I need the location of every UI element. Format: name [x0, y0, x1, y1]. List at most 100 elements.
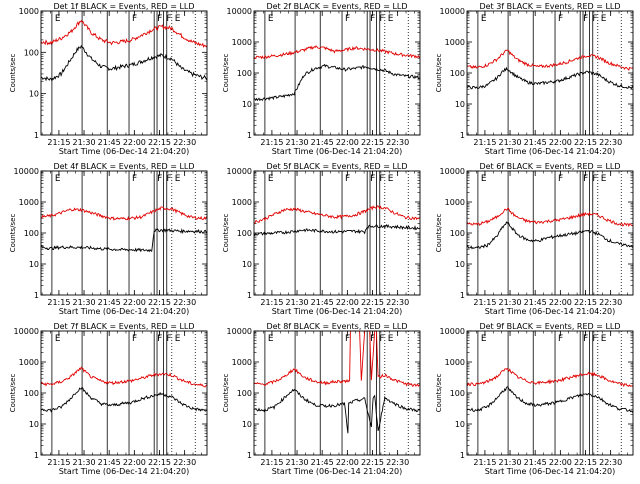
- x-tick-label: 22:30: [173, 298, 196, 307]
- x-axis-label: Start Time (06-Dec-14 21:04:20): [272, 147, 403, 156]
- panel-det5: Det 5f BLACK = Events, RED = LLD Counts/s…: [222, 162, 421, 316]
- series-line-lld: [40, 206, 208, 221]
- x-tick-label: 22:30: [599, 138, 622, 147]
- x-tick-label: 21:30: [73, 458, 96, 467]
- x-tick-label: 22:00: [549, 138, 572, 147]
- x-tick-label: 22:30: [173, 458, 196, 467]
- series-line-lld: [253, 205, 421, 225]
- x-tick-label: 22:15: [148, 458, 171, 467]
- y-tick-label: 10000: [227, 167, 252, 176]
- y-tick-label: 10000: [14, 327, 39, 336]
- x-tick-label: 22:00: [123, 458, 146, 467]
- panel-title: Det 7f BLACK = Events, RED = LLD: [53, 322, 194, 331]
- series-line-lld: [40, 366, 208, 388]
- marker-letter: F: [132, 14, 137, 24]
- series-line-events: [253, 63, 421, 102]
- x-tick-label: 21:30: [73, 138, 96, 147]
- y-tick-label: 10000: [440, 7, 465, 16]
- marker-letter: F: [166, 174, 171, 184]
- plot-frame: [466, 10, 634, 136]
- y-tick-label: 1000: [232, 38, 252, 47]
- plot-frame: [253, 330, 421, 456]
- panel-det3: Det 3f BLACK = Events, RED = LLD Counts/s…: [435, 2, 634, 156]
- panel-det2: Det 2f BLACK = Events, RED = LLD Counts/s…: [222, 2, 421, 156]
- panel-title: Det 4f BLACK = Events, RED = LLD: [53, 162, 194, 171]
- y-axis-label: Counts/sec: [222, 374, 230, 413]
- marker-letter: E: [388, 334, 394, 344]
- marker-letter: F: [166, 334, 171, 344]
- marker-letter: F: [370, 174, 375, 184]
- y-tick-label: 10000: [14, 167, 39, 176]
- y-tick-label: 10: [242, 420, 252, 429]
- series-line-events: [40, 44, 208, 83]
- x-axis-label: Start Time (06-Dec-14 21:04:20): [485, 307, 616, 316]
- x-axis-label: Start Time (06-Dec-14 21:04:20): [59, 467, 190, 476]
- panel-det4: Det 4f BLACK = Events, RED = LLD Counts/s…: [9, 162, 208, 316]
- panel-det7: Det 7f BLACK = Events, RED = LLD Counts/s…: [9, 322, 208, 476]
- marker-letter: F: [157, 14, 162, 24]
- series-line-lld: [466, 207, 634, 228]
- panel-det9: Det 9f BLACK = Events, RED = LLD Counts/s…: [435, 322, 634, 476]
- y-tick-label: 100: [450, 389, 465, 398]
- y-tick-label: 1: [34, 291, 39, 300]
- y-tick-label: 100: [24, 229, 39, 238]
- marker-letter: F: [166, 14, 171, 24]
- x-tick-label: 22:00: [336, 138, 359, 147]
- y-tick-label: 100: [237, 229, 252, 238]
- x-tick-label: 21:45: [98, 138, 121, 147]
- plot-frame: [40, 330, 208, 456]
- x-tick-label: 21:30: [499, 458, 522, 467]
- x-tick-label: 21:15: [473, 298, 496, 307]
- y-tick-label: 10000: [440, 167, 465, 176]
- plot-frame: [253, 170, 421, 296]
- x-tick-label: 21:45: [311, 138, 334, 147]
- y-tick-label: 1000: [445, 358, 465, 367]
- plot-frame: [466, 170, 634, 296]
- y-tick-label: 100: [24, 389, 39, 398]
- panel-title: Det 8f BLACK = Events, RED = LLD: [266, 322, 407, 331]
- x-tick-label: 22:00: [336, 298, 359, 307]
- series-line-events: [40, 386, 208, 413]
- y-tick-label: 1: [247, 291, 252, 300]
- x-tick-label: 21:45: [524, 298, 547, 307]
- marker-letter: E: [388, 14, 394, 24]
- marker-letter: F: [379, 14, 384, 24]
- marker-letter: E: [481, 174, 487, 184]
- y-axis-label: Counts/sec: [435, 214, 443, 253]
- plot-frame: [253, 10, 421, 136]
- panel-title: Det 1f BLACK = Events, RED = LLD: [53, 2, 194, 11]
- y-tick-label: 1000: [445, 38, 465, 47]
- x-tick-label: 22:15: [574, 458, 597, 467]
- series-line-lld: [253, 330, 421, 388]
- marker-letter: F: [592, 334, 597, 344]
- x-tick-label: 21:45: [98, 458, 121, 467]
- x-tick-label: 22:30: [386, 458, 409, 467]
- marker-letter: E: [55, 174, 61, 184]
- x-axis-label: Start Time (06-Dec-14 21:04:20): [59, 307, 190, 316]
- y-tick-label: 10: [29, 260, 39, 269]
- marker-letter: F: [370, 334, 375, 344]
- panel-det8: Det 8f BLACK = Events, RED = LLD Counts/s…: [222, 322, 421, 476]
- marker-letter: F: [558, 14, 563, 24]
- marker-letter: E: [175, 174, 181, 184]
- panel-det1: Det 1f BLACK = Events, RED = LLD Counts/s…: [9, 2, 208, 156]
- x-tick-label: 21:15: [260, 298, 283, 307]
- marker-letter: F: [379, 174, 384, 184]
- x-tick-label: 22:30: [386, 138, 409, 147]
- marker-letter: F: [583, 14, 588, 24]
- x-tick-label: 22:30: [173, 138, 196, 147]
- x-tick-label: 21:30: [73, 298, 96, 307]
- plot-frame: [40, 170, 208, 296]
- y-tick-label: 100: [450, 229, 465, 238]
- y-tick-label: 1: [460, 131, 465, 140]
- y-tick-label: 10: [242, 100, 252, 109]
- x-axis-label: Start Time (06-Dec-14 21:04:20): [59, 147, 190, 156]
- x-tick-label: 21:15: [260, 138, 283, 147]
- marker-letter: F: [157, 334, 162, 344]
- x-tick-label: 22:15: [361, 138, 384, 147]
- x-tick-label: 21:45: [311, 298, 334, 307]
- y-tick-label: 1000: [232, 198, 252, 207]
- y-tick-label: 1: [247, 451, 252, 460]
- x-tick-label: 22:00: [336, 458, 359, 467]
